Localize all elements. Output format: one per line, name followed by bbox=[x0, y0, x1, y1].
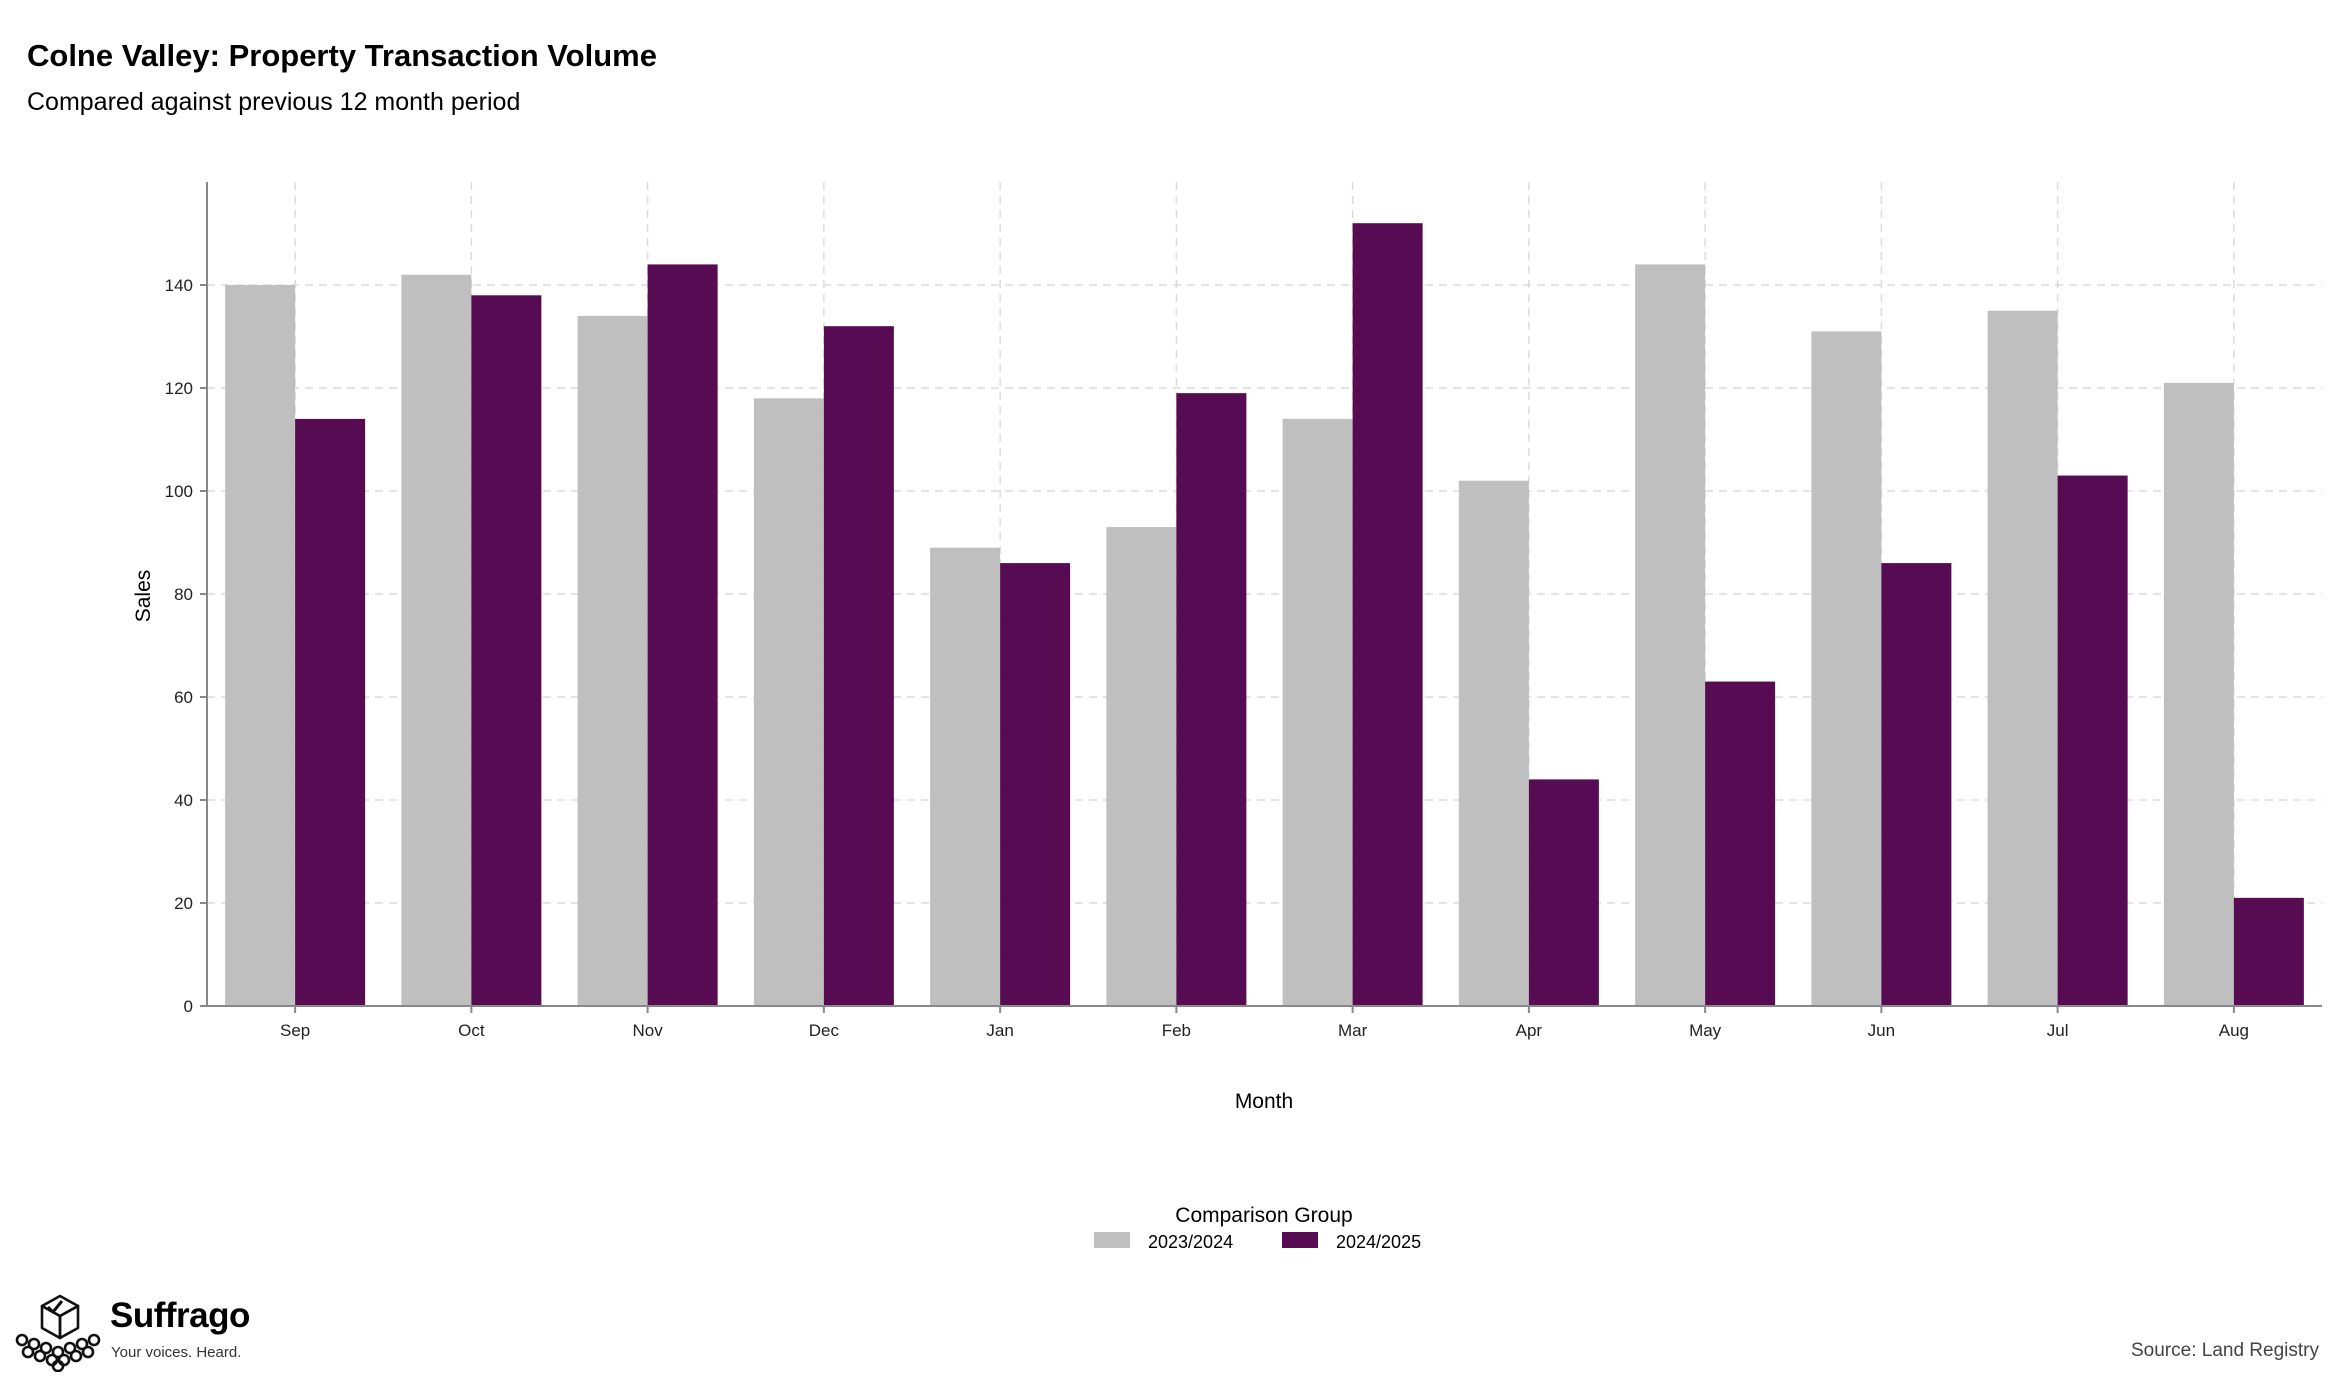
brand-name: Suffrago bbox=[110, 1296, 250, 1335]
y-tick-label: 80 bbox=[174, 585, 193, 604]
bar-2024-2025-apr bbox=[1528, 779, 1599, 1006]
x-tick-label: Nov bbox=[633, 1021, 664, 1040]
bar-2023-2024-nov bbox=[577, 315, 648, 1006]
bar-2023-2024-jul bbox=[1987, 310, 2058, 1006]
bar-2023-2024-may bbox=[1635, 264, 1706, 1006]
bar-2023-2024-jan bbox=[930, 547, 1001, 1006]
bar-2023-2024-jun bbox=[1811, 331, 1882, 1007]
x-axis-title: Month bbox=[1235, 1090, 1293, 1113]
bar-2023-2024-sep bbox=[225, 285, 296, 1006]
x-tick-label: Apr bbox=[1516, 1021, 1543, 1040]
legend-label: 2024/2025 bbox=[1336, 1232, 1421, 1252]
y-tick-label: 60 bbox=[174, 688, 193, 707]
x-tick-label: Sep bbox=[280, 1021, 310, 1040]
bar-2023-2024-apr bbox=[1458, 480, 1529, 1006]
y-tick-label: 20 bbox=[174, 894, 193, 913]
bar-2023-2024-aug bbox=[2163, 382, 2234, 1007]
x-tick-label: Mar bbox=[1338, 1021, 1368, 1040]
bar-2024-2025-aug bbox=[2233, 897, 2304, 1006]
chart-title: Colne Valley: Property Transaction Volum… bbox=[27, 38, 657, 73]
x-tick-label: May bbox=[1689, 1021, 1722, 1040]
legend-label: 2023/2024 bbox=[1148, 1232, 1233, 1252]
bar-2024-2025-oct bbox=[471, 295, 542, 1006]
x-tick-label: Jan bbox=[986, 1021, 1013, 1040]
bar-2024-2025-jun bbox=[1881, 563, 1952, 1006]
y-tick-label: 40 bbox=[174, 791, 193, 810]
x-tick-label: Oct bbox=[458, 1021, 485, 1040]
bar-2024-2025-mar bbox=[1352, 223, 1423, 1006]
bar-2023-2024-feb bbox=[1106, 527, 1177, 1006]
tick-labels: 0 20 40 60 80 100 120 140 Sep Oct Nov Dec Jan Feb Mar A… bbox=[165, 276, 2249, 1040]
bar-2024-2025-may bbox=[1705, 681, 1776, 1006]
bar-2024-2025-jan bbox=[1000, 563, 1071, 1006]
bar-2024-2025-dec bbox=[823, 326, 894, 1006]
bar-2023-2024-dec bbox=[753, 398, 824, 1006]
y-tick-label: 120 bbox=[165, 379, 193, 398]
bar-2024-2025-jul bbox=[2057, 475, 2128, 1006]
legend-swatch bbox=[1282, 1232, 1318, 1248]
y-tick-label: 0 bbox=[184, 997, 193, 1016]
bar-2024-2025-feb bbox=[1176, 393, 1247, 1006]
ballot-box-crowd-icon bbox=[15, 1294, 101, 1372]
legend: Comparison Group 2023/2024 2024/2025 bbox=[1094, 1204, 1421, 1252]
y-tick-label: 140 bbox=[165, 276, 193, 295]
x-tick-label: Aug bbox=[2219, 1021, 2249, 1040]
bar-2023-2024-oct bbox=[401, 274, 472, 1006]
brand-logo: Suffrago Your voices. Heard. bbox=[14, 1292, 274, 1372]
bar-2023-2024-mar bbox=[1282, 418, 1353, 1006]
y-tick-label: 100 bbox=[165, 482, 193, 501]
x-tick-label: Dec bbox=[809, 1021, 840, 1040]
bars bbox=[225, 223, 2304, 1007]
source-note: Source: Land Registry bbox=[2131, 1340, 2319, 1361]
chart-subtitle: Compared against previous 12 month perio… bbox=[27, 88, 521, 116]
bar-2024-2025-nov bbox=[647, 264, 718, 1006]
x-tick-label: Jun bbox=[1868, 1021, 1895, 1040]
brand-tagline: Your voices. Heard. bbox=[111, 1344, 242, 1361]
x-tick-label: Jul bbox=[2047, 1021, 2069, 1040]
x-tick-label: Feb bbox=[1162, 1021, 1191, 1040]
bar-2024-2025-sep bbox=[295, 418, 366, 1006]
legend-swatch bbox=[1094, 1232, 1130, 1248]
y-axis-title: Sales bbox=[132, 570, 155, 623]
legend-title: Comparison Group bbox=[1175, 1204, 1352, 1227]
axes bbox=[200, 182, 2322, 1013]
